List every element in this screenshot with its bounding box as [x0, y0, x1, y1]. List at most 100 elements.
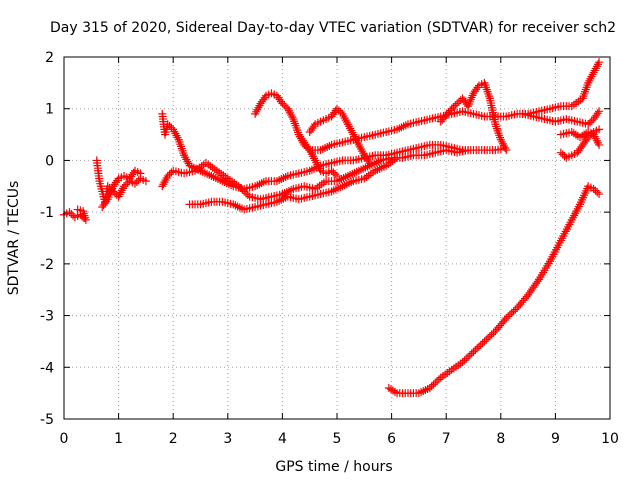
series-trace-b: [92, 156, 150, 206]
data-point: [474, 342, 483, 351]
data-point: [163, 171, 172, 180]
data-point: [571, 130, 580, 139]
data-point: [567, 127, 576, 136]
series-trace-h: [305, 104, 374, 168]
data-point: [476, 340, 485, 349]
data-point: [467, 349, 476, 358]
data-point: [386, 385, 395, 394]
series-trace-f: [185, 153, 402, 214]
data-point: [460, 356, 469, 365]
data-point: [260, 93, 269, 102]
data-point: [165, 170, 174, 179]
data-point: [167, 168, 176, 177]
data-point: [240, 187, 249, 196]
series-trace-j: [436, 78, 511, 155]
data-point: [129, 168, 138, 177]
series-trace-g: [251, 89, 341, 180]
y-tick-label: 2: [45, 50, 54, 66]
data-point: [234, 182, 243, 191]
series-trace-e: [158, 146, 473, 204]
data-point: [485, 332, 494, 341]
x-tick-label: 10: [601, 431, 619, 447]
data-point: [473, 344, 482, 353]
data-point: [447, 104, 456, 113]
data-point: [484, 333, 493, 342]
data-point: [364, 157, 373, 166]
data-point: [595, 190, 604, 199]
data-point: [141, 177, 150, 186]
x-tick-label: 6: [387, 431, 396, 447]
series-trace-k: [518, 107, 604, 129]
data-point: [502, 314, 511, 323]
data-point: [505, 310, 514, 319]
y-tick-label: -1: [40, 205, 54, 221]
data-point: [331, 170, 340, 179]
x-axis-label: GPS time / hours: [275, 459, 392, 475]
data-point: [469, 347, 478, 356]
plot-frame: [63, 56, 611, 420]
data-point: [243, 190, 252, 199]
data-point: [280, 101, 289, 110]
data-point: [136, 169, 145, 178]
data-point: [433, 377, 442, 386]
data-point: [384, 383, 393, 392]
data-point: [458, 358, 467, 367]
chart-title: Day 315 of 2020, Sidereal Day-to-day VTE…: [50, 20, 616, 36]
data-point: [81, 215, 90, 224]
data-point: [500, 316, 509, 325]
data-point: [504, 312, 513, 321]
data-point: [509, 307, 518, 316]
data-point: [113, 176, 122, 185]
series-trace-d: [158, 109, 505, 193]
data-point: [334, 106, 343, 115]
data-point: [130, 179, 139, 188]
data-point: [480, 337, 489, 346]
data-point: [462, 354, 471, 363]
data-point: [309, 122, 318, 131]
data-point: [242, 189, 250, 198]
data-point: [165, 121, 174, 130]
data-point: [238, 185, 247, 194]
data-point: [163, 120, 172, 129]
data-point: [478, 339, 487, 348]
x-tick-label: 0: [60, 431, 69, 447]
data-point: [449, 102, 458, 111]
data-point: [575, 133, 584, 142]
x-tick-label: 3: [223, 431, 232, 447]
x-tick-label: 5: [333, 431, 342, 447]
y-tick-label: -4: [40, 360, 54, 376]
x-tick-label: 9: [551, 431, 560, 447]
data-point: [67, 209, 76, 218]
data-points: [60, 58, 604, 398]
data-point: [511, 305, 520, 314]
data-point: [578, 131, 587, 140]
data-point: [507, 308, 516, 317]
data-point: [120, 182, 129, 191]
y-tick-label: 0: [45, 153, 54, 169]
data-point: [236, 184, 245, 193]
data-point: [558, 150, 567, 159]
data-point: [393, 153, 402, 162]
data-point: [464, 146, 473, 155]
data-point: [434, 375, 443, 384]
data-point: [102, 197, 111, 206]
data-point: [585, 118, 594, 127]
data-point: [65, 208, 74, 217]
y-tick-label: -2: [40, 257, 54, 273]
data-point: [482, 335, 491, 344]
y-axis-label: SDTVAR / TECUs: [6, 181, 22, 296]
series-trace-a: [60, 205, 90, 224]
data-point: [429, 380, 438, 389]
data-point: [391, 387, 400, 396]
data-point: [278, 99, 287, 108]
data-point: [425, 383, 434, 392]
data-point: [593, 188, 602, 197]
data-point: [471, 346, 480, 355]
data-point: [365, 159, 374, 168]
data-point: [329, 168, 338, 177]
series-trace-c: [98, 166, 145, 211]
data-point: [327, 166, 336, 175]
data-point: [473, 83, 482, 92]
data-point: [451, 101, 460, 110]
data-point: [593, 109, 602, 118]
